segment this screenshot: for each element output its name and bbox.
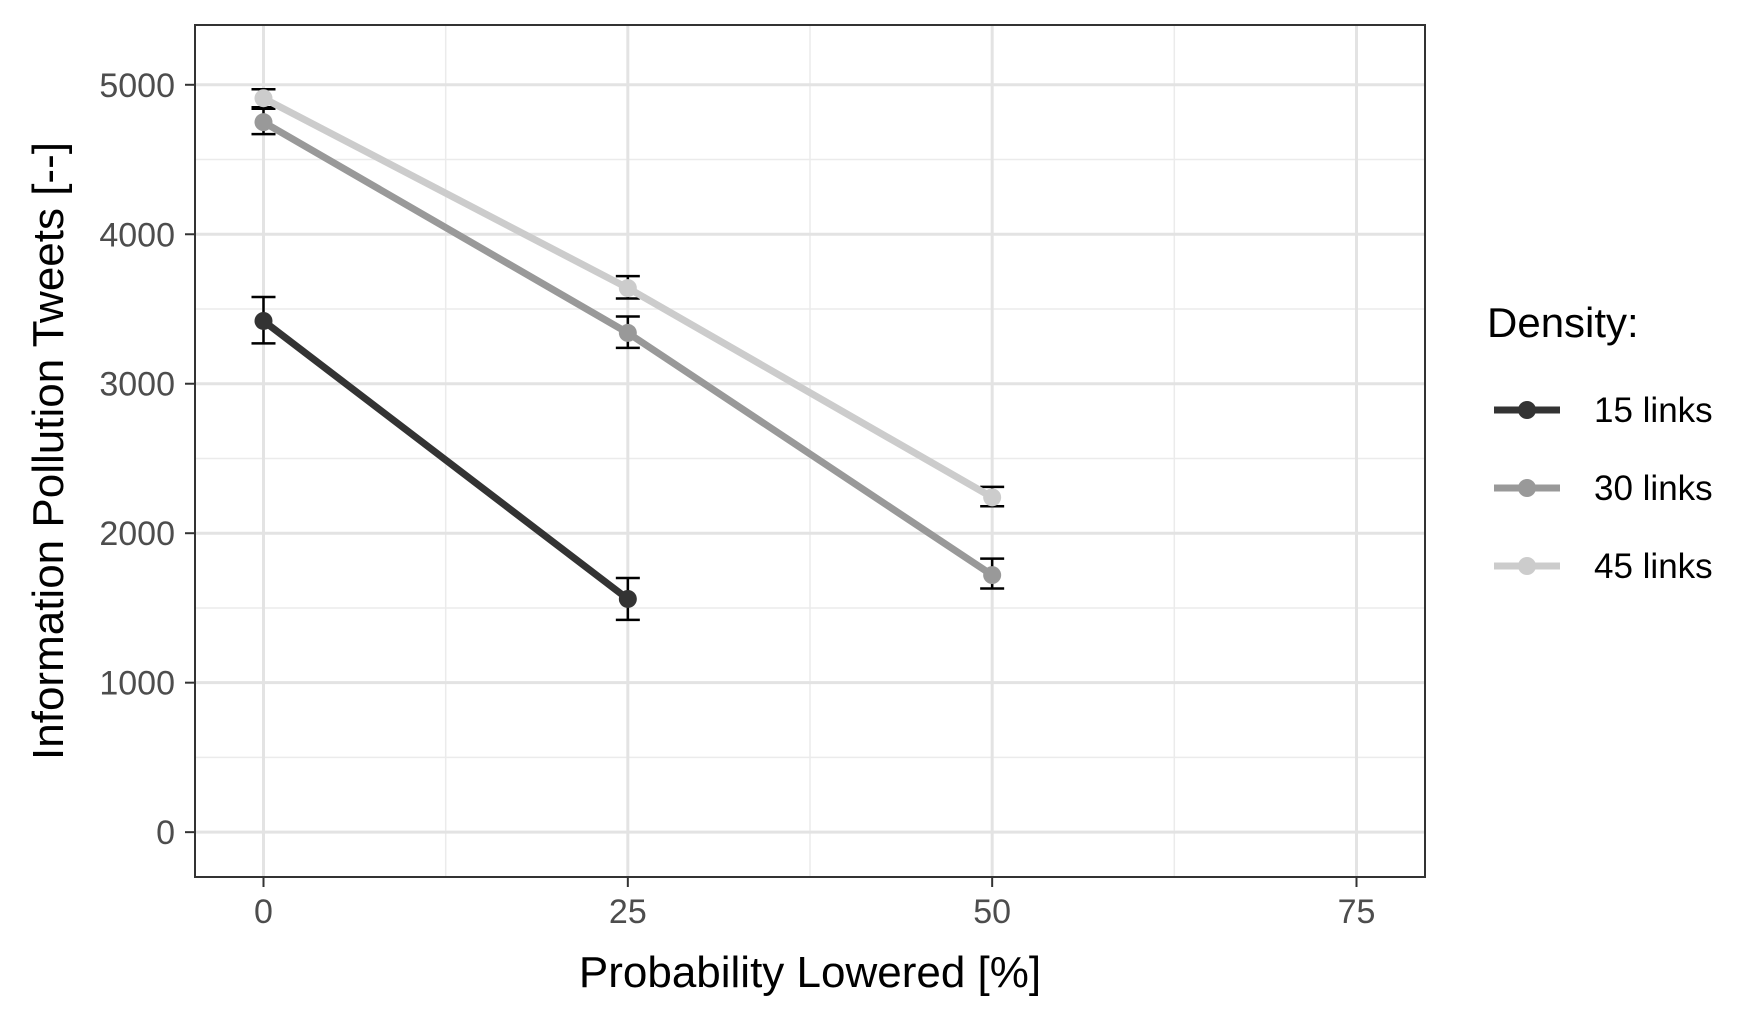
data-point — [618, 323, 637, 342]
data-point — [254, 311, 273, 330]
legend-key-point — [1518, 401, 1536, 419]
y-tick-label: 5000 — [99, 67, 175, 105]
series-line-group-2 — [254, 89, 1002, 507]
legend-key-point — [1518, 557, 1536, 575]
y-tick-label: 1000 — [99, 665, 175, 703]
plot-panel-border — [194, 24, 1426, 878]
legend: Density: 15 links 30 links 45 links — [1487, 299, 1713, 586]
y-tick-label: 4000 — [99, 216, 175, 254]
x-tick-label: 75 — [1338, 893, 1376, 931]
legend-items: 15 links 30 links 45 links — [1494, 391, 1713, 586]
series-line-group-1 — [254, 113, 1002, 585]
legend-item: 15 links — [1494, 391, 1713, 430]
x-tick-label: 25 — [609, 893, 647, 931]
axes: 0 25 50 75 0 1000 2000 3000 4000 5000 — [99, 67, 1375, 931]
x-tick-label: 0 — [254, 893, 273, 931]
legend-title: Density: — [1487, 299, 1639, 346]
x-tick-label: 50 — [973, 893, 1011, 931]
legend-label: 30 links — [1594, 469, 1713, 508]
y-tick-label: 2000 — [99, 515, 175, 553]
data-point — [983, 566, 1002, 585]
y-tick-label: 3000 — [99, 366, 175, 404]
legend-item: 45 links — [1494, 547, 1713, 586]
y-tick-label: 0 — [156, 814, 175, 852]
series-line-group-0 — [254, 311, 637, 608]
grid-lines — [195, 25, 1425, 877]
data-point — [618, 279, 637, 298]
legend-label: 45 links — [1594, 547, 1713, 586]
data-point — [254, 113, 273, 132]
data-point — [983, 488, 1002, 507]
legend-label: 15 links — [1594, 391, 1713, 430]
legend-key-point — [1518, 479, 1536, 497]
plot-series — [251, 88, 1005, 622]
data-point — [618, 589, 637, 608]
legend-item: 30 links — [1494, 469, 1713, 508]
x-axis-title: Probability Lowered [%] — [579, 948, 1041, 997]
data-point — [254, 89, 273, 108]
y-axis-title: Information Pollution Tweets [--] — [24, 142, 73, 760]
series-line — [261, 318, 630, 602]
